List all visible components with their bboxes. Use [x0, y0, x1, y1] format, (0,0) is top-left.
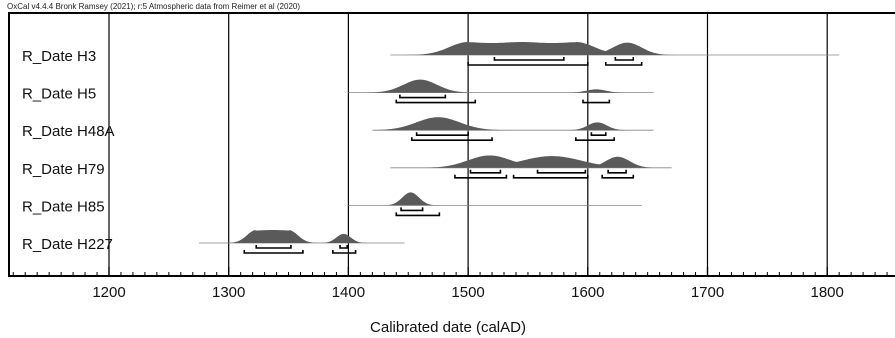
x-tick-label: 1800 — [811, 284, 844, 301]
range-68-bracket — [400, 207, 424, 212]
x-tick-label: 1200 — [92, 284, 125, 301]
date-label: R_Date H48A — [22, 123, 115, 140]
range-95-bracket — [395, 99, 477, 104]
x-tick-label: 1300 — [212, 284, 245, 301]
range-68-bracket — [493, 57, 565, 61]
range-95-bracket — [601, 174, 635, 179]
range-68-bracket — [469, 169, 502, 174]
x-axis-title: Calibrated date (calAD) — [370, 319, 526, 336]
date-label: R_Date H227 — [22, 236, 113, 253]
date-row: R_Date H85 — [22, 192, 642, 217]
date-row: R_Date H48A — [22, 117, 654, 141]
probability-distribution — [348, 79, 654, 93]
x-tick-label: 1600 — [571, 284, 604, 301]
date-label: R_Date H79 — [22, 161, 105, 178]
major-ticks: 1200 1300 1400 1500 1600 1700 1800 — [92, 267, 844, 301]
date-row: R_Date H79 — [22, 155, 672, 179]
date-row: R_Date H227 — [22, 230, 405, 254]
x-tick-label: 1700 — [691, 284, 724, 301]
range-68-bracket — [614, 57, 635, 61]
chart-credit: OxCal v4.4.4 Bronk Ramsey (2021); r:5 At… — [7, 2, 300, 11]
range-95-bracket — [604, 62, 643, 66]
range-95-bracket — [575, 137, 615, 141]
range-95-bracket — [454, 174, 508, 179]
range-68-bracket — [607, 169, 627, 174]
range-95-bracket — [582, 99, 611, 104]
range-95-bracket — [467, 62, 589, 66]
range-95-bracket — [512, 174, 589, 179]
range-68-bracket — [590, 132, 607, 136]
probability-distribution — [372, 117, 654, 131]
range-95-bracket — [395, 212, 441, 217]
range-68-bracket — [255, 245, 292, 249]
range-68-bracket — [415, 132, 469, 136]
probability-distribution — [390, 155, 672, 168]
range-68-bracket — [339, 245, 349, 249]
range-68-bracket — [399, 94, 447, 99]
probability-distribution — [198, 230, 405, 243]
date-label: R_Date H85 — [22, 198, 105, 215]
date-label: R_Date H3 — [22, 48, 96, 65]
probability-distribution — [390, 42, 840, 55]
range-95-bracket — [411, 137, 493, 141]
x-tick-label: 1500 — [451, 284, 484, 301]
x-tick-label: 1400 — [332, 284, 365, 301]
date-label: R_Date H5 — [22, 86, 96, 103]
range-95-bracket — [243, 250, 304, 254]
minor-ticks — [12, 272, 888, 276]
range-95-bracket — [332, 250, 357, 254]
plot-frame — [8, 12, 895, 277]
vertical-gridlines — [108, 13, 828, 276]
range-68-bracket — [536, 169, 587, 174]
date-row: R_Date H5 — [22, 79, 654, 104]
date-row: R_Date H3 — [22, 42, 840, 66]
date-rows: R_Date H3 R_Date H5 R_Date H48A R_Date H79 R… — [22, 42, 840, 254]
probability-distribution — [348, 192, 642, 206]
